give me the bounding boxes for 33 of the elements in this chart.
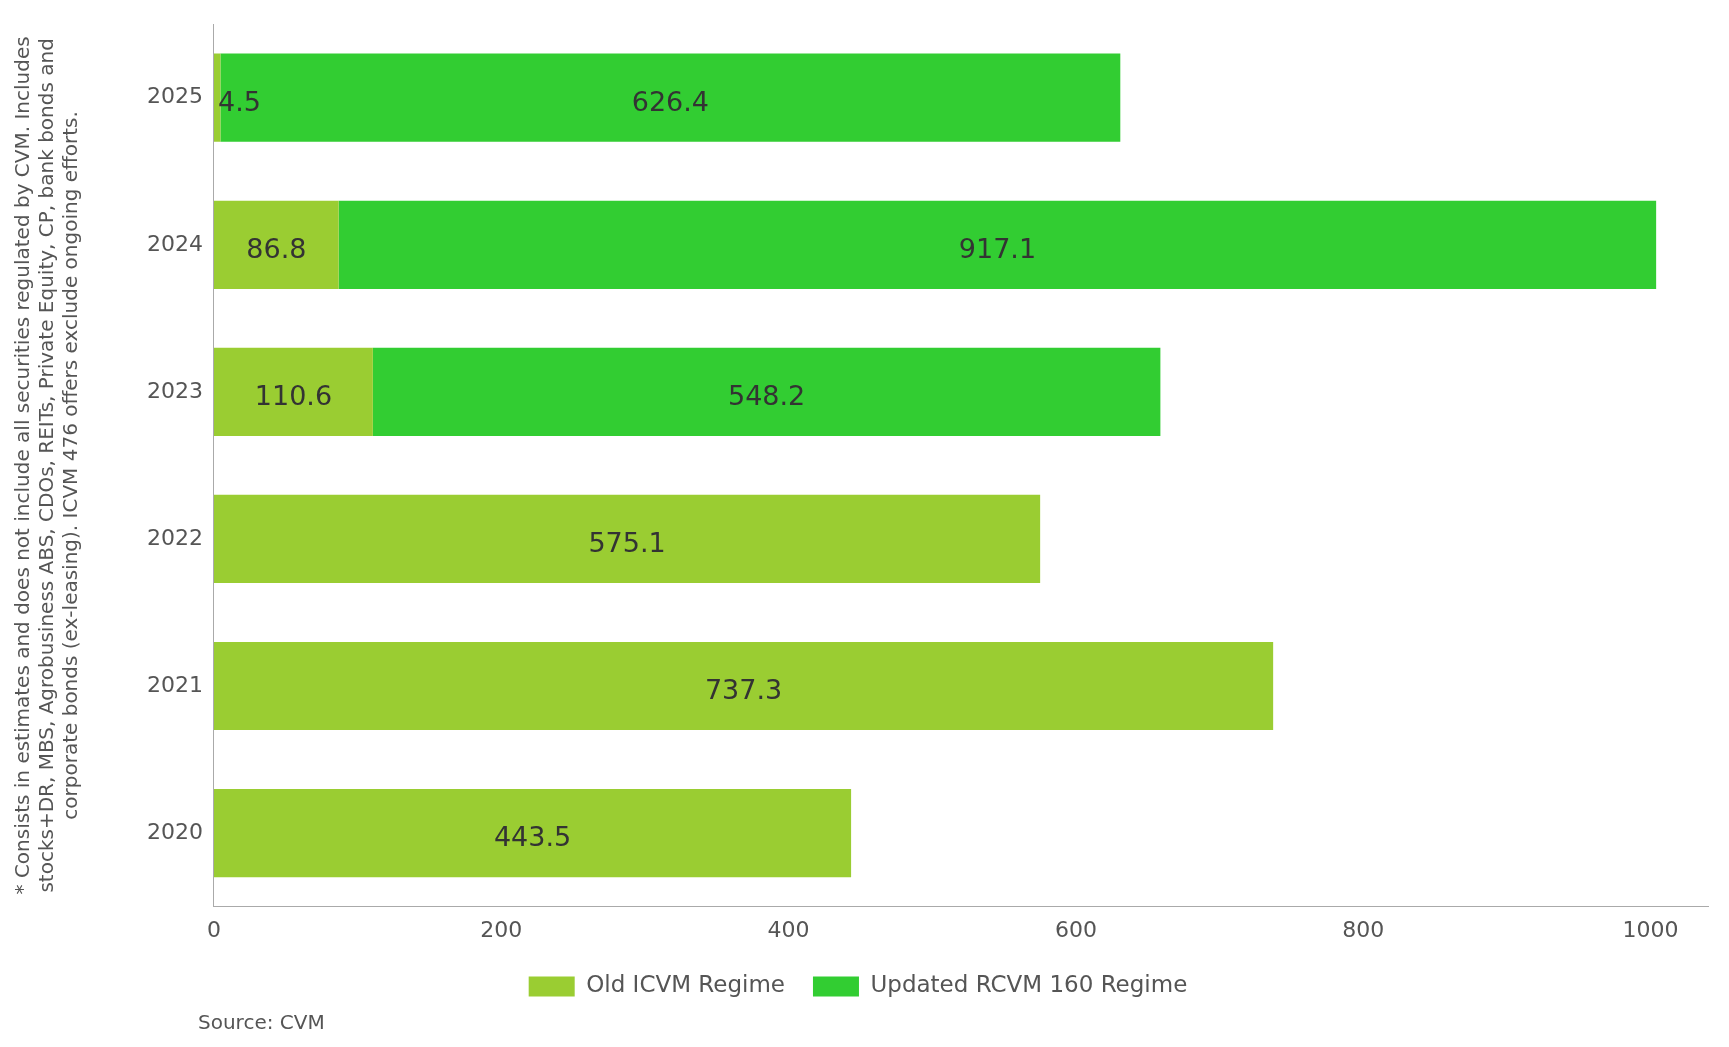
y-tick-label: 2020 xyxy=(146,818,203,844)
bar xyxy=(220,53,1121,142)
data-label: 575.1 xyxy=(588,526,666,558)
data-label: 110.6 xyxy=(254,379,333,411)
bar xyxy=(213,200,339,289)
y-axis-title: * Consists in estimates and does not include all securities regulated by CVM. Includes stocks+DR, MBS, Agrobusiness ABS, CDOs, REITs, Private Equity, CP, bank bonds and corporate bonds (ex-leasing). ICVM 476 offers exclude ongoing efforts. xyxy=(10,36,83,895)
bar xyxy=(213,788,852,878)
y-tick-label: 2022 xyxy=(146,524,203,550)
data-label: 626.4 xyxy=(631,85,710,117)
x-tick-label: 800 xyxy=(1342,916,1385,942)
source-note: Source: CVM xyxy=(198,1010,325,1035)
legend-label: Updated RCVM 160 Regime xyxy=(870,971,1188,998)
bar xyxy=(213,53,221,142)
y-tick-label: 2023 xyxy=(146,377,203,403)
y-tick-label: 2021 xyxy=(146,671,203,697)
data-label: 548.2 xyxy=(727,379,806,411)
data-label: 737.3 xyxy=(704,674,783,706)
data-label: 443.5 xyxy=(493,821,572,853)
legend-label: Old ICVM Regime xyxy=(586,971,785,998)
x-tick-label: 200 xyxy=(480,916,523,942)
x-tick-label: 400 xyxy=(767,916,810,942)
data-label: 917.1 xyxy=(958,232,1037,264)
y-tick-label: 2024 xyxy=(146,230,203,256)
bar xyxy=(213,494,1041,584)
x-tick-label: 600 xyxy=(1054,916,1097,942)
bar xyxy=(213,347,373,436)
bar xyxy=(372,347,1161,436)
x-tick-label: 0 xyxy=(206,916,221,942)
bar xyxy=(213,641,1274,731)
bar xyxy=(338,200,1657,289)
y-tick-label: 2025 xyxy=(146,83,203,109)
data-label: 86.8 xyxy=(246,232,307,264)
x-tick-label: 1000 xyxy=(1622,916,1679,942)
